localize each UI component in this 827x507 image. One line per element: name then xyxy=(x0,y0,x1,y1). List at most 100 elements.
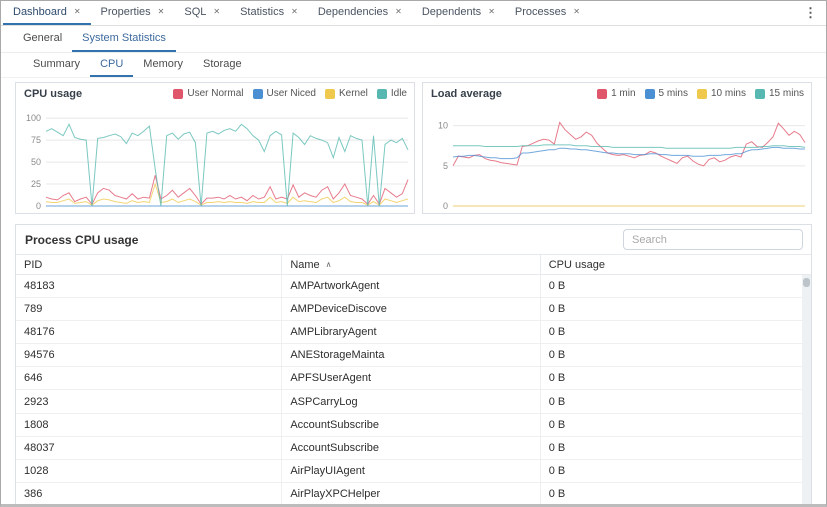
tab-statistics[interactable]: Statistics ✕ xyxy=(230,1,308,25)
tab-dependencies[interactable]: Dependencies ✕ xyxy=(308,1,412,25)
column-header-cpu-usage[interactable]: CPU usage xyxy=(541,255,811,274)
tab-memory[interactable]: Memory xyxy=(133,53,193,77)
column-header-name[interactable]: Name ∧ xyxy=(282,255,541,274)
cpu-usage-legend: User Normal User Niced Kernel Idle xyxy=(173,88,407,99)
tab-processes[interactable]: Processes ✕ xyxy=(505,1,590,25)
tab-sql[interactable]: SQL ✕ xyxy=(174,1,230,25)
table-cell: 0 B xyxy=(548,487,566,500)
tab-properties[interactable]: Properties ✕ xyxy=(91,1,175,25)
scrollbar-thumb[interactable] xyxy=(803,278,810,287)
dashboard-tab-bar: General System Statistics xyxy=(1,26,826,53)
legend-label: 5 mins xyxy=(658,88,688,99)
svg-text:100: 100 xyxy=(26,113,41,123)
tab-label: Dependencies xyxy=(317,6,389,18)
tab-label: Dependents xyxy=(421,6,482,18)
table-cell: 386 xyxy=(16,482,283,504)
series-kernel xyxy=(45,182,409,206)
table-cell: AMPDeviceDiscove xyxy=(282,298,541,321)
legend-swatch xyxy=(597,88,608,99)
tab-system-statistics[interactable]: System Statistics xyxy=(72,26,176,52)
table-row[interactable]: 94576 ANEStorageMainta 0 B xyxy=(16,344,811,368)
search-input[interactable] xyxy=(623,229,803,250)
close-icon[interactable]: ✕ xyxy=(395,7,402,16)
table-cell: 0 B xyxy=(548,395,566,408)
legend-item-1-min: 1 min xyxy=(597,88,636,99)
close-icon[interactable]: ✕ xyxy=(157,7,165,16)
load-average-plot: 0 5 10 xyxy=(438,121,806,211)
table-row[interactable]: 646 APFSUserAgent 0 B xyxy=(16,367,811,391)
series-idle xyxy=(45,123,409,207)
process-panel-header: Process CPU usage xyxy=(16,225,811,254)
table-row[interactable]: 48176 AMPLibraryAgent 0 B xyxy=(16,321,811,345)
legend-item-kernel: Kernel xyxy=(324,88,368,99)
table-row[interactable]: 1028 AirPlayUIAgent 0 B xyxy=(16,459,811,483)
close-icon[interactable]: ✕ xyxy=(573,7,580,16)
kebab-menu-icon[interactable]: ⋮ xyxy=(804,5,817,20)
legend-swatch xyxy=(696,88,707,99)
tab-label: Statistics xyxy=(240,6,285,18)
tab-storage[interactable]: Storage xyxy=(193,53,252,77)
table-cell: AccountSubscribe xyxy=(282,436,541,459)
table-cell: 48183 xyxy=(16,275,283,298)
table-cell: AccountSubscribe xyxy=(282,413,541,436)
svg-text:50: 50 xyxy=(31,157,41,167)
column-header-label: Name xyxy=(290,258,320,271)
column-header-pid[interactable]: PID xyxy=(16,255,283,274)
table-row[interactable]: 2923 ASPCarryLog 0 B xyxy=(16,390,811,414)
legend-swatch xyxy=(173,88,184,99)
table-cell: APFSUserAgent xyxy=(282,367,541,390)
table-row[interactable]: 386 AirPlayXPCHelper 0 B xyxy=(16,482,811,504)
table-cell: 48176 xyxy=(16,321,283,344)
table-cell: AMPArtworkAgent xyxy=(282,275,541,298)
legend-item-user-niced: User Niced xyxy=(252,88,316,99)
process-cpu-usage-title: Process CPU usage xyxy=(25,232,139,247)
charts-row: CPU usage User Normal User Niced Kernel Idl… xyxy=(15,82,812,214)
tab-dependents[interactable]: Dependents ✕ xyxy=(412,1,505,25)
tab-label: Storage xyxy=(203,58,242,70)
close-icon[interactable]: ✕ xyxy=(213,7,221,16)
load-average-legend: 1 min 5 mins 10 mins 15 mins xyxy=(597,88,804,99)
load-average-panel: Load average 1 min 5 mins 10 mins 15 mins 0… xyxy=(422,82,812,214)
legend-label: 15 mins xyxy=(768,88,804,99)
legend-item-idle: Idle xyxy=(376,88,407,99)
load-average-title: Load average xyxy=(431,87,502,100)
table-header-row: PID Name ∧ CPU usage xyxy=(16,254,811,275)
cpu-usage-panel-header: CPU usage User Normal User Niced Kernel Idl… xyxy=(16,83,414,104)
table-row[interactable]: 789 AMPDeviceDiscove 0 B xyxy=(16,298,811,322)
table-row[interactable]: 48183 AMPArtworkAgent 0 B xyxy=(16,275,811,299)
table-row[interactable]: 48037 AccountSubscribe 0 B xyxy=(16,436,811,460)
table-cell: AMPLibraryAgent xyxy=(282,321,541,344)
main-tabs-container: Dashboard ✕ Properties ✕ SQL ✕ Statistics ✕ Depe… xyxy=(3,1,590,25)
tab-label: Properties xyxy=(100,6,151,18)
tab-label: Dashboard xyxy=(13,6,67,18)
table-scrollbar[interactable] xyxy=(802,275,811,504)
cpu-usage-plot: 0 25 50 75 100 xyxy=(26,113,409,211)
column-header-label: CPU usage xyxy=(548,258,605,271)
close-icon[interactable]: ✕ xyxy=(73,7,81,16)
legend-swatch xyxy=(252,88,263,99)
svg-text:10: 10 xyxy=(438,121,448,131)
tab-cpu[interactable]: CPU xyxy=(90,53,134,77)
legend-swatch xyxy=(376,88,387,99)
close-icon[interactable]: ✕ xyxy=(488,7,495,16)
tab-dashboard[interactable]: Dashboard ✕ xyxy=(3,1,91,25)
table-cell: 48037 xyxy=(16,436,283,459)
table-row[interactable]: 1808 AccountSubscribe 0 B xyxy=(16,413,811,437)
legend-label: User Niced xyxy=(266,88,316,99)
table-cell: 0 B xyxy=(548,418,566,431)
table-cell: 0 B xyxy=(548,349,566,362)
svg-text:0: 0 xyxy=(443,201,448,211)
legend-swatch xyxy=(324,88,335,99)
legend-item-5-mins: 5 mins xyxy=(644,88,688,99)
table-cell: AirPlayUIAgent xyxy=(282,459,541,482)
legend-label: 10 mins xyxy=(710,88,746,99)
legend-swatch xyxy=(644,88,655,99)
table-body: 48183 AMPArtworkAgent 0 B 789 AMPDeviceDisco… xyxy=(16,275,811,504)
tab-general[interactable]: General xyxy=(13,26,72,52)
table-cell: 0 B xyxy=(548,441,566,454)
close-icon[interactable]: ✕ xyxy=(291,7,298,16)
table-cell: ASPCarryLog xyxy=(282,390,541,413)
system-statistics-tab-bar: Summary CPU Memory Storage xyxy=(1,53,826,78)
tab-summary[interactable]: Summary xyxy=(23,53,90,77)
